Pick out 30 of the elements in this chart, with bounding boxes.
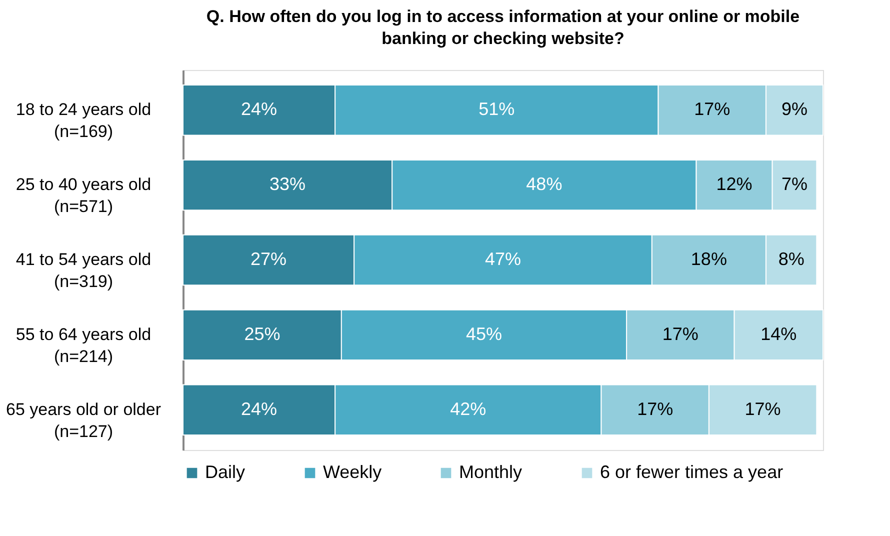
y-tick-label: 65 years old or older (n=127) <box>6 400 162 441</box>
data-label: 51% <box>478 99 515 120</box>
legend-label: Daily <box>205 462 246 482</box>
legend-label: 6 or fewer times a year <box>600 462 784 482</box>
data-label: 33% <box>270 174 306 194</box>
data-label: 24% <box>241 398 278 419</box>
y-tick-label: 25 to 40 years old (n=571) <box>16 175 152 216</box>
y-tick-label: 18 to 24 years old (n=169) <box>16 100 152 142</box>
data-label: 18% <box>690 249 727 269</box>
data-label: 25% <box>244 324 280 344</box>
data-label: 17% <box>744 398 781 419</box>
chart-title: Q. How often do you log in to access information at your online or mobile banking or checking website? <box>206 7 800 48</box>
data-label: 17% <box>662 324 698 344</box>
data-label: 14% <box>760 324 797 344</box>
data-label: 48% <box>526 174 562 194</box>
legend-label: Weekly <box>323 462 382 482</box>
data-label: 47% <box>484 249 522 269</box>
data-label: 9% <box>781 99 808 120</box>
data-label: 42% <box>450 398 486 419</box>
data-label: 45% <box>466 324 502 344</box>
data-label: 27% <box>250 249 287 269</box>
data-label: 17% <box>637 398 674 419</box>
y-tick-label: 55 to 64 years old (n=214) <box>16 324 152 366</box>
data-label: 17% <box>694 99 730 120</box>
data-label: 24% <box>241 99 278 120</box>
y-tick-label: 41 to 54 years old (n=319) <box>16 250 152 291</box>
data-label: 8% <box>778 249 804 269</box>
data-label: 7% <box>781 174 808 194</box>
data-label: 12% <box>716 174 752 194</box>
legend-label: Monthly <box>459 462 522 482</box>
